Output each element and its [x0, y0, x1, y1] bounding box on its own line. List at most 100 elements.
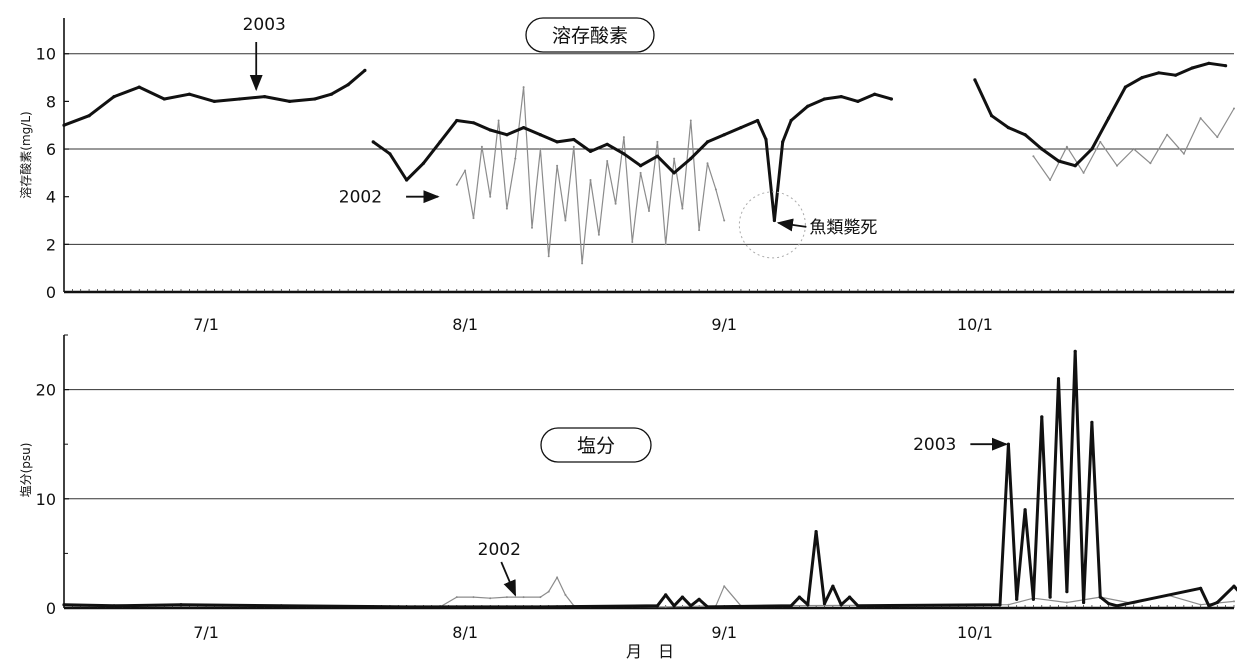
point-2002-0-11: [547, 255, 550, 258]
y-tick-label-2: 20: [36, 381, 56, 400]
point-2003-0-10: [689, 604, 693, 608]
y-axis-label: 溶存酸素(mg/L): [18, 111, 33, 198]
point-2002-1-5: [1116, 164, 1118, 167]
point-2003-0-4: [162, 97, 166, 101]
point-2002-0-15: [581, 262, 584, 265]
point-2003-1-26: [781, 140, 785, 144]
point-2003-0-35: [1107, 602, 1111, 606]
point-2002-0-6: [539, 596, 542, 599]
point-2003-0-32: [1082, 600, 1086, 605]
point-2002-0-26: [673, 157, 676, 160]
y-tick-label-1: 10: [36, 490, 56, 509]
x-tick-label-2: 9/1: [711, 623, 737, 642]
point-2003-0-23: [1006, 442, 1011, 446]
annotation-0: 2003: [913, 435, 956, 455]
salinity-panel: 0 10 20 7/1 8/1 9/1 10/1 塩分(psu) 塩分 2003 2002: [18, 334, 1237, 642]
point-2002-1-12: [1233, 107, 1235, 110]
point-2002-0-20: [622, 136, 625, 139]
point-2002-0-24: [656, 140, 659, 143]
dissolved-oxygen-panel: 0 2 4 6 8 10 7/1 8/1 9/1 10/1 溶存酸素(mg/L) 溶存酸素 2003 20…: [18, 15, 1235, 334]
point-2002-0-1: [464, 169, 467, 172]
point-2002-0-19: [614, 202, 617, 205]
point-2002-0-29: [698, 229, 701, 232]
point-2003-2-6: [1073, 164, 1077, 168]
point-2003-1-4: [438, 140, 442, 144]
point-2003-1-31: [856, 99, 860, 103]
annotation-1: 2002: [478, 540, 521, 560]
point-2002-0-0: [455, 183, 458, 186]
point-2003-0-29: [1056, 377, 1061, 381]
point-2003-2-0: [973, 78, 977, 82]
point-2003-0-12: [346, 83, 350, 87]
point-2003-2-15: [1224, 64, 1228, 68]
point-2003-0-12: [705, 605, 710, 609]
point-2003-0-13: [363, 68, 367, 72]
point-2003-2-5: [1056, 159, 1061, 163]
point-2003-0-21: [856, 604, 860, 608]
point-2002-0-5: [522, 596, 525, 599]
point-2002-0-10: [539, 148, 542, 150]
point-2002-0-17: [597, 233, 600, 236]
x-tick-label-2: 9/1: [711, 315, 737, 334]
point-2002-0-8: [556, 576, 559, 579]
annotation-0: 2003: [243, 15, 286, 35]
point-2002-1-3: [1082, 171, 1085, 174]
point-2003-0-15: [806, 603, 810, 607]
y-tick-label-3: 6: [46, 140, 56, 159]
x-tick-label-1: 8/1: [452, 623, 478, 642]
title-box: [540, 427, 652, 463]
point-2002-0-25: [664, 243, 667, 246]
point-2003-1-11: [555, 140, 559, 144]
point-2003-0-11: [329, 92, 333, 96]
point-2003-0-40: [1232, 584, 1236, 588]
point-2003-0-0: [62, 603, 66, 607]
point-2003-1-30: [839, 95, 843, 99]
point-2003-0-8: [672, 604, 676, 608]
point-2002-0-23: [648, 210, 650, 212]
point-2003-1-17: [655, 154, 660, 158]
point-2003-1-22: [739, 126, 743, 130]
title-box: [525, 17, 655, 53]
point-2003-0-25: [1023, 508, 1027, 512]
annotation-arrow-1: [500, 561, 517, 597]
x-tick-label-3: 10/1: [957, 315, 993, 334]
point-2002-0-30: [706, 162, 709, 165]
fish-kill-circle: [738, 191, 806, 259]
point-2002-0-32: [723, 219, 726, 222]
point-2003-1-14: [605, 142, 609, 146]
point-2002-0-18: [606, 160, 609, 162]
point-2002-0-2: [472, 596, 475, 599]
point-2003-0-34: [1098, 595, 1102, 599]
point-2002-0-18: [1065, 601, 1068, 604]
point-2002-0-1: [455, 596, 458, 599]
point-2002-1-4: [1099, 140, 1102, 143]
point-2003-2-13: [1190, 66, 1194, 70]
y-tick-label-0: 0: [46, 599, 56, 618]
point-2002-0-31: [714, 188, 717, 191]
point-2003-2-1: [990, 114, 994, 118]
point-2003-2-12: [1173, 73, 1178, 77]
point-2003-0-2: [179, 603, 183, 607]
point-2003-0-14: [797, 595, 802, 599]
point-2003-0-26: [1031, 597, 1035, 601]
point-2003-1-18: [672, 171, 676, 175]
series-2002-segment-0: [456, 86, 725, 264]
point-2002-0-16: [1007, 603, 1010, 606]
annotation-1: 2002: [339, 188, 382, 208]
point-2003-1-0: [371, 140, 375, 144]
point-2002-0-5: [497, 119, 500, 122]
point-2003-2-7: [1090, 147, 1094, 151]
point-2002-0-27: [681, 207, 684, 210]
point-2003-0-7: [237, 97, 242, 101]
point-2003-1-27: [789, 118, 793, 123]
point-2003-1-10: [538, 133, 543, 137]
point-2003-0-36: [1115, 604, 1119, 608]
point-2003-2-11: [1157, 71, 1161, 75]
point-2002-0-22: [1199, 603, 1202, 606]
point-2003-0-38: [1207, 604, 1211, 608]
point-2002-0-7: [547, 590, 550, 593]
point-2002-0-9: [531, 226, 533, 229]
annotation-2: 魚類斃死: [809, 218, 877, 238]
chart-title: 塩分: [577, 435, 615, 457]
point-2002-0-4: [489, 195, 492, 198]
